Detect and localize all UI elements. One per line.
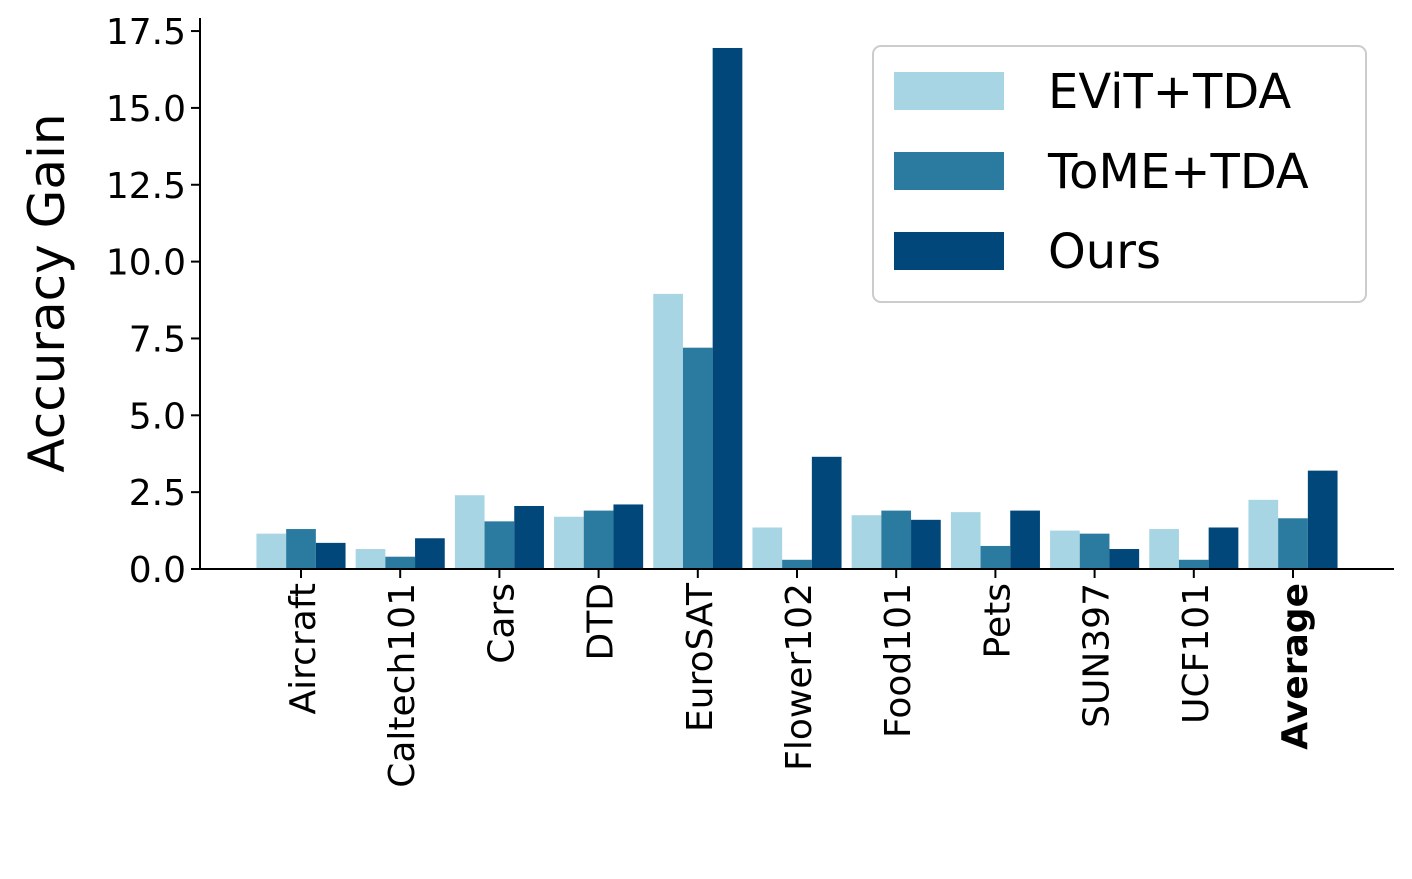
x-tick-label-eurosat: EuroSAT: [680, 582, 721, 732]
legend-swatch-ours: [894, 232, 1004, 270]
bar-evit-tda-flower102: [752, 527, 783, 569]
x-tick-label-sun397: SUN397: [1077, 583, 1118, 728]
x-tick-label-cars: Cars: [481, 583, 522, 664]
legend-label-ours: Ours: [1048, 224, 1161, 280]
bar-ours-flower102: [811, 456, 842, 569]
bar-tome-tda-pets: [980, 545, 1011, 569]
bar-tome-tda-flower102: [782, 559, 812, 569]
bar-evit-tda-food101: [851, 515, 882, 569]
bar-evit-tda-eurosat: [653, 293, 683, 569]
y-tick-label: 7.5: [129, 319, 186, 360]
bar-ours-caltech101: [415, 538, 445, 569]
x-tick-label-ucf101: UCF101: [1176, 583, 1217, 724]
bar-ours-cars: [514, 505, 544, 569]
bars-group: [256, 47, 1338, 570]
x-tick-label-average: Average: [1275, 583, 1316, 750]
legend-label-evit-tda: EViT+TDA: [1048, 64, 1291, 120]
legend: EViT+TDA ToME+TDA Ours: [872, 45, 1367, 303]
bar-tome-tda-dtd: [583, 510, 614, 569]
bar-tome-tda-caltech101: [385, 556, 416, 569]
bar-tome-tda-cars: [484, 521, 515, 569]
bar-tome-tda-ucf101: [1178, 559, 1209, 569]
y-tick-label: 12.5: [106, 166, 186, 207]
bar-tome-tda-average: [1278, 518, 1308, 569]
legend-swatch-tome-tda: [894, 152, 1004, 190]
x-tick-label-aircraft: Aircraft: [283, 583, 324, 714]
bar-evit-tda-sun397: [1050, 530, 1080, 569]
bar-tome-tda-eurosat: [682, 347, 713, 569]
x-tick-label-flower102: Flower102: [779, 583, 820, 771]
y-tick-label: 2.5: [129, 473, 186, 514]
x-tick-label-food101: Food101: [878, 583, 919, 738]
y-tick-label: 5.0: [129, 396, 186, 437]
legend-swatch-evit-tda: [894, 72, 1004, 110]
bar-ours-pets: [1010, 510, 1040, 569]
bar-ours-food101: [911, 519, 941, 569]
bar-evit-tda-average: [1248, 499, 1279, 569]
bar-ours-ucf101: [1208, 527, 1239, 569]
x-tick-label-caltech101: Caltech101: [382, 583, 423, 788]
x-tick-label-dtd: DTD: [581, 583, 622, 660]
bar-tome-tda-food101: [881, 510, 912, 569]
bar-evit-tda-caltech101: [355, 549, 386, 569]
bar-evit-tda-cars: [454, 495, 485, 569]
y-axis: 0.0 2.5 5.0 7.5 10.0 12.5 15.0 17.5: [106, 12, 201, 591]
y-tick-label: 10.0: [106, 243, 186, 284]
y-tick-label: 0.0: [129, 550, 186, 591]
y-axis-title: Accuracy Gain: [18, 113, 76, 472]
bar-tome-tda-sun397: [1079, 533, 1110, 569]
x-tick-label-pets: Pets: [977, 583, 1018, 658]
bar-evit-tda-pets: [950, 512, 981, 569]
x-axis: Aircraft Caltech101 Cars DTD EuroSAT Flower10…: [200, 568, 1394, 788]
legend-label-tome-tda: ToME+TDA: [1047, 144, 1309, 200]
bar-ours-dtd: [613, 504, 644, 569]
bar-ours-average: [1307, 470, 1338, 569]
y-tick-label: 17.5: [106, 12, 186, 53]
bar-ours-aircraft: [315, 542, 346, 569]
bar-evit-tda-dtd: [554, 516, 584, 569]
bar-evit-tda-aircraft: [256, 533, 287, 569]
y-tick-label: 15.0: [106, 89, 186, 130]
bar-tome-tda-aircraft: [286, 529, 316, 569]
bar-evit-tda-ucf101: [1149, 529, 1179, 569]
bar-ours-sun397: [1109, 549, 1140, 569]
bar-ours-eurosat: [712, 47, 743, 570]
